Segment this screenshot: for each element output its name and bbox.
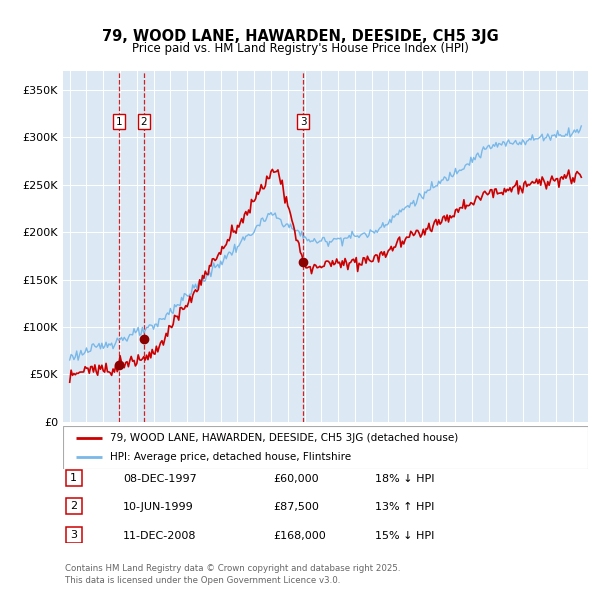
Text: 10-JUN-1999: 10-JUN-1999: [123, 503, 194, 512]
Text: 3: 3: [70, 530, 77, 539]
Text: 15% ↓ HPI: 15% ↓ HPI: [375, 531, 434, 540]
Text: 1: 1: [70, 473, 77, 483]
Text: 79, WOOD LANE, HAWARDEN, DEESIDE, CH5 3JG: 79, WOOD LANE, HAWARDEN, DEESIDE, CH5 3J…: [101, 29, 499, 44]
Text: 2: 2: [70, 502, 77, 511]
Text: 13% ↑ HPI: 13% ↑ HPI: [375, 503, 434, 512]
Text: 2: 2: [140, 117, 147, 127]
Text: 79, WOOD LANE, HAWARDEN, DEESIDE, CH5 3JG (detached house): 79, WOOD LANE, HAWARDEN, DEESIDE, CH5 3J…: [110, 432, 458, 442]
Text: 11-DEC-2008: 11-DEC-2008: [123, 531, 197, 540]
Text: £60,000: £60,000: [273, 474, 319, 484]
Text: £168,000: £168,000: [273, 531, 326, 540]
Text: 18% ↓ HPI: 18% ↓ HPI: [375, 474, 434, 484]
Text: 08-DEC-1997: 08-DEC-1997: [123, 474, 197, 484]
Text: 1: 1: [115, 117, 122, 127]
Text: HPI: Average price, detached house, Flintshire: HPI: Average price, detached house, Flin…: [110, 453, 352, 463]
Text: 3: 3: [300, 117, 307, 127]
Text: Contains HM Land Registry data © Crown copyright and database right 2025.
This d: Contains HM Land Registry data © Crown c…: [65, 565, 400, 585]
Text: Price paid vs. HM Land Registry's House Price Index (HPI): Price paid vs. HM Land Registry's House …: [131, 42, 469, 55]
Text: £87,500: £87,500: [273, 503, 319, 512]
